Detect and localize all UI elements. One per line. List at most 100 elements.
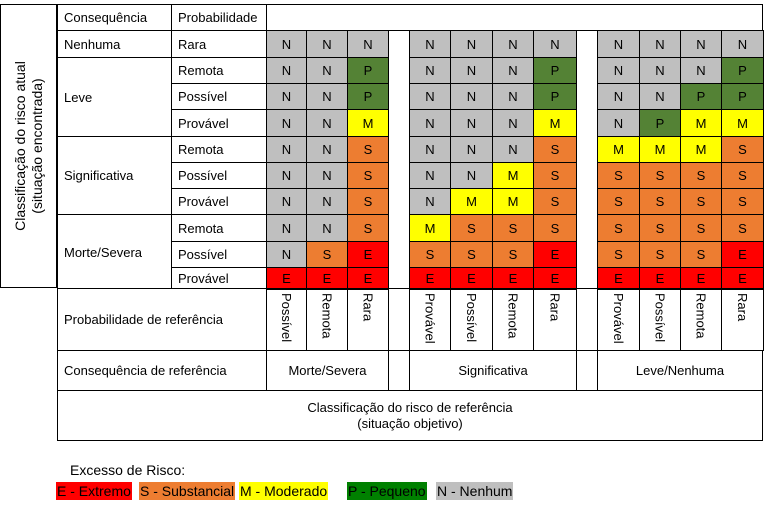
ref-probability-cell: Provável <box>597 288 640 351</box>
ref-consequence-cell: Significativa <box>409 350 577 391</box>
risk-cell: N <box>639 30 681 58</box>
risk-cell: N <box>266 188 307 215</box>
ref-probability-cell: Rara <box>347 288 389 351</box>
risk-cell: N <box>597 109 640 137</box>
risk-cell: S <box>597 241 640 268</box>
ref-probability-cell: Rara <box>533 288 577 351</box>
risk-cell: S <box>533 188 577 215</box>
ref-probability-cell: Rara <box>721 288 764 351</box>
risk-cell: E <box>533 241 577 268</box>
risk-cell: N <box>409 83 451 110</box>
risk-cell: S <box>533 214 577 242</box>
risk-cell: N <box>266 241 307 268</box>
side-label-line2: (situação encontrada) <box>28 78 45 214</box>
ref-probability-cell: Possível <box>639 288 681 351</box>
risk-cell: M <box>492 188 534 215</box>
probability-cell: Provável <box>171 267 267 290</box>
legend-item-P: P - Pequeno <box>347 482 427 500</box>
probability-cell: Remota <box>171 214 267 242</box>
risk-cell: S <box>492 241 534 268</box>
risk-cell: N <box>597 57 640 84</box>
ref-probability-cell: Provável <box>409 288 451 351</box>
risk-cell: N <box>409 30 451 58</box>
risk-cell: S <box>639 162 681 189</box>
risk-cell: N <box>266 30 307 58</box>
risk-cell: N <box>266 162 307 189</box>
risk-cell: N <box>306 109 348 137</box>
risk-cell: S <box>639 188 681 215</box>
risk-cell: N <box>306 57 348 84</box>
risk-cell: N <box>306 83 348 110</box>
risk-cell: S <box>721 188 764 215</box>
risk-cell: P <box>533 57 577 84</box>
risk-cell: N <box>492 57 534 84</box>
risk-cell: N <box>306 30 348 58</box>
risk-cell: N <box>680 57 722 84</box>
risk-cell: E <box>306 267 348 290</box>
risk-cell: S <box>409 241 451 268</box>
risk-cell: S <box>450 214 493 242</box>
risk-cell: N <box>450 136 493 163</box>
legend-title: Excesso de Risco: <box>70 462 186 478</box>
risk-cell: M <box>680 136 722 163</box>
ref-consequence-cell: Leve/Nenhuma <box>597 350 763 391</box>
consequence-cell: Significativa <box>57 136 172 215</box>
risk-cell: S <box>347 188 389 215</box>
consequence-cell: Nenhuma <box>57 30 172 58</box>
risk-cell: S <box>450 241 493 268</box>
risk-cell: S <box>347 214 389 242</box>
side-label-line1: Classificação do risco atual <box>11 61 28 231</box>
risk-cell: N <box>450 57 493 84</box>
risk-cell: N <box>492 109 534 137</box>
risk-cell: M <box>347 109 389 137</box>
ref-prob-label: Probabilidade de referência <box>57 288 267 351</box>
gap-cell <box>576 288 598 351</box>
risk-cell: S <box>533 136 577 163</box>
risk-cell: P <box>533 83 577 110</box>
risk-cell: P <box>680 83 722 110</box>
probability-cell: Provável <box>171 188 267 215</box>
risk-cell: E <box>721 241 764 268</box>
probability-cell: Rara <box>171 30 267 58</box>
risk-cell: P <box>721 83 764 110</box>
risk-cell: M <box>492 162 534 189</box>
risk-cell: N <box>266 214 307 242</box>
risk-cell: S <box>533 162 577 189</box>
risk-cell: N <box>409 188 451 215</box>
risk-cell: N <box>492 83 534 110</box>
risk-cell: N <box>306 188 348 215</box>
ref-probability-cell: Remota <box>680 288 722 351</box>
ref-probability-cell: Possível <box>450 288 493 351</box>
risk-cell: N <box>450 162 493 189</box>
risk-cell: E <box>450 267 493 290</box>
risk-cell: N <box>306 136 348 163</box>
risk-cell: N <box>306 162 348 189</box>
risk-cell: N <box>347 30 389 58</box>
risk-cell: N <box>533 30 577 58</box>
risk-cell: E <box>409 267 451 290</box>
risk-cell: E <box>680 267 722 290</box>
ref-class-line2: (situação objetivo) <box>357 415 463 431</box>
risk-cell: S <box>597 188 640 215</box>
risk-cell: N <box>597 83 640 110</box>
risk-cell: S <box>680 162 722 189</box>
risk-cell: S <box>347 136 389 163</box>
risk-cell: S <box>680 241 722 268</box>
risk-cell: E <box>347 267 389 290</box>
ref-consequence-cell: Morte/Severa <box>266 350 389 391</box>
risk-cell: E <box>347 241 389 268</box>
risk-cell: N <box>450 83 493 110</box>
probability-cell: Remota <box>171 136 267 163</box>
ref-probability-cell: Remota <box>306 288 348 351</box>
current-risk-axis-label: Classificação do risco atual (situação en… <box>0 4 57 288</box>
ref-probability-cell: Remota <box>492 288 534 351</box>
risk-cell: E <box>639 267 681 290</box>
ref-class-line1: Classificação do risco de referência <box>307 399 513 415</box>
probability-cell: Possível <box>171 83 267 110</box>
legend-item-E: E - Extremo <box>56 482 132 500</box>
risk-cell: N <box>409 136 451 163</box>
risk-cell: N <box>266 83 307 110</box>
probability-cell: Possível <box>171 241 267 268</box>
gap-cell <box>576 350 598 391</box>
legend-item-M: M - Moderado <box>239 482 329 500</box>
